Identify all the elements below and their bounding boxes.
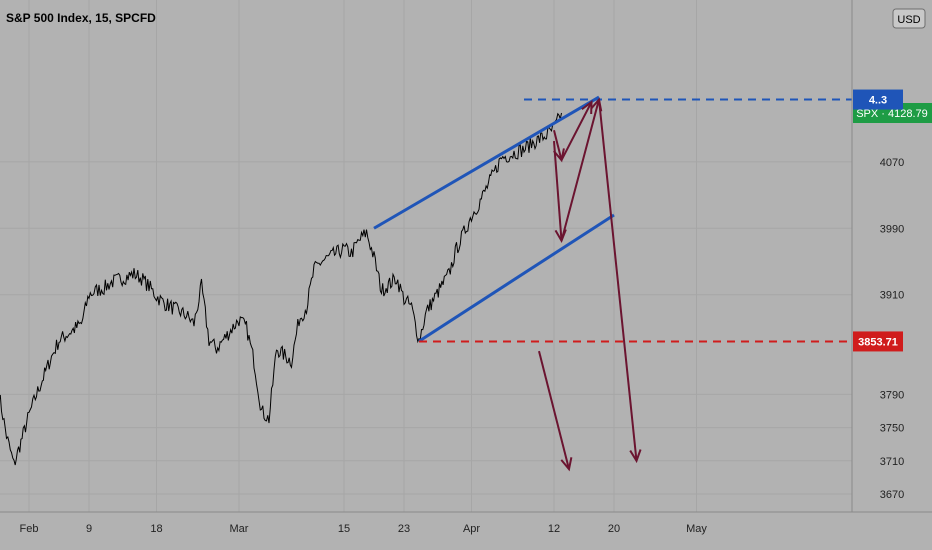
arrow-line[interactable] (553, 140, 563, 241)
grid (0, 0, 852, 512)
badge-label: SPX · 4128.79 (856, 108, 928, 120)
channel-lower-line[interactable] (418, 213, 615, 343)
y-tick-label: 3750 (880, 423, 904, 435)
y-tick-label: 3670 (880, 489, 904, 501)
arrow-line[interactable] (598, 99, 638, 461)
x-tick-label: May (686, 523, 707, 535)
badge-value: 4..3 (869, 95, 887, 107)
x-tick-label: 18 (150, 523, 162, 535)
x-tick-label: 12 (548, 523, 560, 535)
x-tick-label: 23 (398, 523, 410, 535)
chart-title: S&P 500 Index, 15, SPCFD (6, 11, 156, 25)
arrow-head[interactable] (629, 449, 642, 464)
y-tick-label: 3910 (880, 290, 904, 302)
x-tick-label: 15 (338, 523, 350, 535)
arrow-line[interactable] (560, 101, 593, 161)
drawings-layer[interactable] (373, 95, 852, 472)
channel-upper-line[interactable] (373, 95, 600, 230)
badge-background (853, 331, 903, 352)
time-axis[interactable]: Feb 9 18 Mar 15 23 Apr 12 20 May (20, 523, 708, 535)
badge-value: 3853.71 (858, 336, 898, 348)
x-tick-label: 9 (86, 523, 92, 535)
arrow-line[interactable] (538, 350, 570, 470)
x-tick-label: Apr (463, 523, 480, 535)
x-tick-label: 20 (608, 523, 620, 535)
spx-price-line (0, 112, 562, 466)
y-tick-label: 3790 (880, 389, 904, 401)
price-axis[interactable]: 3670 3710 3750 3790 3910 3990 4070 SPX · 4128.7… (853, 89, 932, 501)
arrow-line[interactable] (553, 130, 563, 161)
y-tick-label: 3710 (880, 456, 904, 468)
arrow-head[interactable] (581, 99, 593, 115)
y-tick-label: 4070 (880, 157, 904, 169)
arrow-head[interactable] (560, 457, 573, 472)
support-price-badge[interactable]: 3853.71 (853, 331, 903, 352)
currency-button[interactable]: USD (892, 8, 926, 29)
badge-background (853, 89, 903, 110)
y-tick-label: 3990 (880, 223, 904, 235)
resistance-price-badge[interactable]: 4..3 (853, 89, 903, 110)
arrow-line[interactable] (560, 99, 600, 241)
price-series (0, 112, 562, 466)
currency-label: USD (897, 14, 920, 26)
x-tick-label: Feb (20, 523, 39, 535)
x-tick-label: Mar (230, 523, 249, 535)
